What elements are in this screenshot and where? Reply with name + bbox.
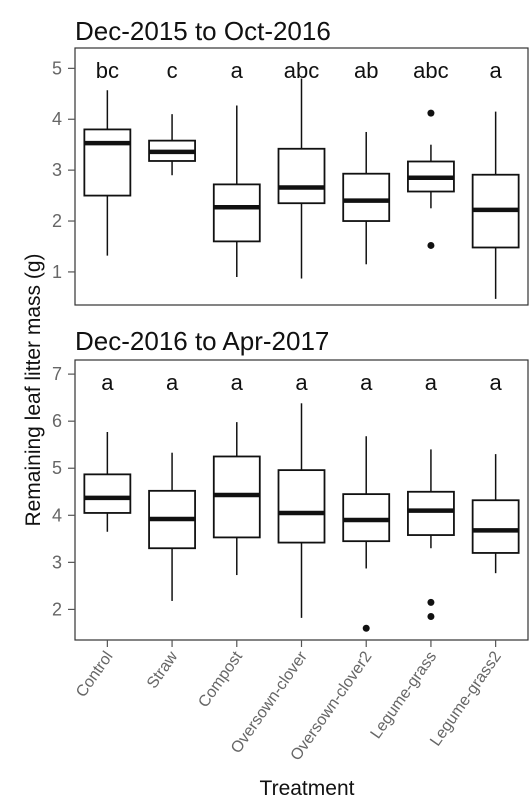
y-tick-label: 7: [52, 364, 62, 384]
box-iqr: [471, 499, 520, 554]
significance-letter: abc: [413, 58, 448, 83]
box-oversown-clover2: a: [342, 370, 391, 632]
y-tick-label: 3: [52, 160, 62, 180]
significance-letter: a: [360, 370, 373, 395]
outlier-point: [427, 598, 435, 606]
box-iqr: [342, 493, 391, 543]
y-tick-label: 4: [52, 505, 62, 525]
x-tick-label: Legume-grass: [368, 649, 441, 743]
box-iqr: [83, 128, 132, 197]
significance-letter: a: [490, 370, 503, 395]
box-iqr: [277, 469, 326, 544]
box-straw: a: [148, 370, 196, 601]
significance-letter: a: [425, 370, 438, 395]
significance-letter: a: [101, 370, 114, 395]
significance-letter: c: [167, 58, 178, 83]
panel-frame: [74, 47, 529, 306]
box-control: bc: [83, 58, 132, 256]
box-iqr: [277, 147, 326, 205]
box-iqr: [407, 490, 455, 536]
box-oversown-clover: a: [277, 370, 326, 618]
panel-title: Dec-2016 to Apr-2017: [75, 326, 329, 356]
y-tick-label: 1: [52, 262, 62, 282]
x-axis-title: Treatment: [260, 777, 355, 800]
box-legume-grass2: a: [471, 370, 520, 574]
box-control: a: [83, 370, 132, 532]
significance-letter: abc: [284, 58, 319, 83]
y-tick-label: 6: [52, 411, 62, 431]
y-tick-label: 5: [52, 58, 62, 78]
y-axis-title: Remaining leaf litter mass (g): [22, 253, 45, 526]
box-iqr: [83, 473, 132, 514]
y-tick-label: 5: [52, 458, 62, 478]
panel-2: Dec-2016 to Apr-2017 2 3 4 5 6 7 a a a a a a a: [52, 326, 529, 647]
panel-1: Dec-2015 to Oct-2016 1 2 3 4 5 bc c a abc ab abc a: [52, 16, 529, 306]
outlier-point: [427, 241, 435, 249]
y-tick-label: 3: [52, 552, 62, 572]
outlier-point: [362, 624, 370, 632]
box-straw: c: [148, 58, 196, 176]
outlier-point: [427, 612, 435, 620]
y-tick-label: 2: [52, 599, 62, 619]
significance-letter: a: [490, 58, 503, 83]
box-legume-grass: abc: [407, 58, 455, 249]
box-oversown-clover2: ab: [342, 58, 391, 265]
x-tick-label: Straw: [144, 648, 182, 692]
y-tick-label: 4: [52, 109, 62, 129]
significance-letter: a: [295, 370, 308, 395]
box-iqr: [342, 172, 391, 222]
box-legume-grass: a: [407, 370, 455, 620]
x-tick-label: Control: [73, 649, 117, 701]
box-iqr: [212, 183, 261, 243]
significance-letter: a: [231, 370, 244, 395]
box-compost: a: [212, 58, 261, 278]
significance-letter: bc: [96, 58, 119, 83]
significance-letter: ab: [354, 58, 378, 83]
significance-letter: a: [166, 370, 179, 395]
significance-letter: a: [231, 58, 244, 83]
box-legume-grass2: a: [471, 58, 520, 299]
box-compost: a: [212, 370, 261, 576]
box-oversown-clover: abc: [277, 58, 326, 279]
x-tick-label: Legume-grass2: [427, 648, 505, 749]
outlier-point: [427, 109, 435, 117]
panel-title: Dec-2015 to Oct-2016: [75, 16, 331, 46]
x-tick-label: Compost: [195, 648, 246, 711]
y-tick-label: 2: [52, 211, 62, 231]
